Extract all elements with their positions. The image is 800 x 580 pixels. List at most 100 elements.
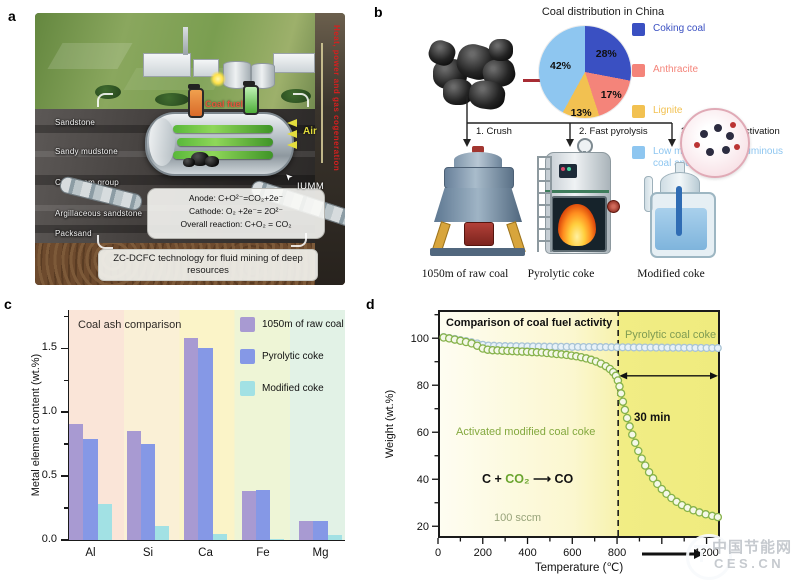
stratum-label: Sandstone [55, 118, 96, 127]
y-axis-minor-tick [64, 315, 68, 318]
panel-b-process-diagram: Coal distribution in China 28% 17% 13% 42% … [360, 0, 800, 295]
bar-Al-pyrolytic-coke [83, 439, 98, 540]
bar-Mg-modified-coke [327, 534, 342, 540]
legend-swatch [240, 381, 255, 396]
legend-label: Anthracite [653, 64, 699, 75]
y-axis-minor-tick [64, 507, 68, 509]
watermark-site-name: 中国节能网 [712, 539, 793, 556]
bar-Si-pyrolytic-coke [140, 444, 156, 540]
power-plant-building [273, 53, 315, 73]
coal-pile-illustration [425, 25, 519, 112]
coal-lumps [191, 152, 209, 166]
product-label-pyrolytic-coke: Pyrolytic coke [527, 268, 595, 280]
series-marker [622, 413, 632, 423]
legend-swatch [632, 146, 645, 159]
x-category-label: Si [142, 547, 154, 559]
series-marker [648, 474, 658, 483]
x-axis-tick-label: 200 [474, 547, 492, 559]
legend-swatch [240, 349, 255, 364]
legend-swatch [632, 23, 645, 36]
y-axis-tick-label: 40 [417, 474, 429, 486]
y-axis-tick-label: 1.5 [41, 341, 57, 354]
watermark-logo-icon [686, 534, 732, 580]
frame-corner [293, 93, 309, 107]
panel-letter-b: b [374, 4, 383, 20]
y-axis-tick [61, 475, 68, 477]
series-marker [713, 512, 723, 522]
product-label-modified-coke: Modified coke [637, 268, 705, 280]
coal-lumps [205, 156, 219, 167]
series-marker [628, 430, 637, 439]
series-marker [640, 461, 650, 470]
watermark-logo-icon [700, 550, 703, 562]
x-axis-tick-label: 400 [518, 547, 536, 559]
fuel-cell-reactor [145, 112, 294, 176]
y-axis-tick-label: 20 [417, 521, 429, 533]
legend-label: Coking coal [653, 23, 706, 34]
light-glow [210, 71, 226, 87]
legend-label: Modified coke [262, 383, 324, 394]
y-axis-minor-tick [64, 443, 68, 445]
reaction-arrow-icon: ⟶ [529, 472, 555, 486]
activated-coke-series-label: Activated modified coal coke [456, 426, 596, 438]
coal-fuel-label: Coal fuel [205, 99, 244, 109]
reaction-c: C + [482, 472, 506, 486]
pie-percentage-label: 17% [600, 89, 622, 102]
air-arrow-icon [287, 141, 297, 149]
y-axis-tick-label: 100 [411, 333, 429, 345]
step-2-label: 2. Fast pyrolysis [579, 126, 648, 137]
legend-swatch [632, 64, 645, 77]
arrow-head-left [619, 372, 628, 380]
boudouard-reaction-label: C + CO₂ ⟶ CO [482, 471, 573, 486]
cogeneration-side-label: Heat, power and gas cogeneration [332, 25, 341, 172]
coal-distribution-pie-chart: 28% 17% 13% 42% [539, 26, 631, 119]
pie-legend-item: Coking coal [632, 23, 798, 36]
line-chart-title: Comparison of coal fuel activity [446, 317, 613, 329]
y-axis-tick-label: 0.0 [41, 533, 57, 545]
step-1-label: 1. Crush [476, 126, 512, 137]
bar-Fe-modified-coke [270, 538, 285, 540]
x-axis-tick-label: 0 [435, 547, 441, 559]
flame-icon [558, 204, 596, 246]
stratum-label: Packsand [55, 229, 92, 238]
pie-percentage-label: 42% [549, 59, 571, 72]
cathode-reaction: Cathode: O₂ +2e⁻= 2O²⁻ [188, 206, 284, 217]
pyrolytic-coke-series-label: Pyrolytic coal coke [625, 329, 717, 341]
series-marker [625, 422, 634, 431]
frame-corner [97, 93, 113, 107]
raw-coal-mill-illustration [430, 146, 526, 258]
anode-rod [173, 125, 273, 133]
series-marker [630, 438, 640, 448]
panel-a-illustration: Sandstone Sandy mudstone Coal seam group… [35, 13, 345, 285]
bar-Mg-raw-coal [299, 520, 314, 540]
bar-Mg-pyrolytic-coke [313, 520, 328, 540]
x-category-label: Al [85, 547, 96, 559]
frame-corner [97, 235, 113, 249]
anode-rod [177, 138, 273, 146]
plot-frame [438, 310, 720, 538]
coal-fuel-inlet-tube [188, 84, 204, 118]
power-plant-building [143, 53, 191, 77]
hold-time-label: 30 min [634, 412, 671, 424]
series-marker [620, 405, 630, 415]
watermark-logo-icon [694, 545, 710, 548]
reaction-co2: CO₂ [505, 472, 530, 486]
bar-Al-modified-coke [97, 504, 112, 540]
pie-percentage-label: 28% [595, 48, 617, 61]
bar-Si-raw-coal [126, 431, 141, 540]
electrochemical-reactions-box: Anode: C+O²⁻=CO₂+2e⁻ Cathode: O₂ +2e⁻= 2… [147, 188, 325, 239]
panel-c-bar-chart: Coal ash comparison 1050m of raw coal Py… [0, 295, 368, 580]
watermark-site-url: CES.CN [714, 556, 785, 571]
series-marker [644, 467, 654, 477]
frame-corner [291, 233, 307, 247]
y-axis-tick-label: 80 [417, 380, 429, 392]
bar-chart-title: Coal ash comparison [78, 319, 182, 331]
panel-letter-c: c [4, 296, 12, 312]
bar-Ca-raw-coal [184, 338, 199, 540]
well-pipe-line [321, 43, 323, 163]
trees [155, 93, 189, 106]
x-axis-tick-label: 800 [608, 547, 626, 559]
x-category-label: Fe [256, 547, 270, 559]
